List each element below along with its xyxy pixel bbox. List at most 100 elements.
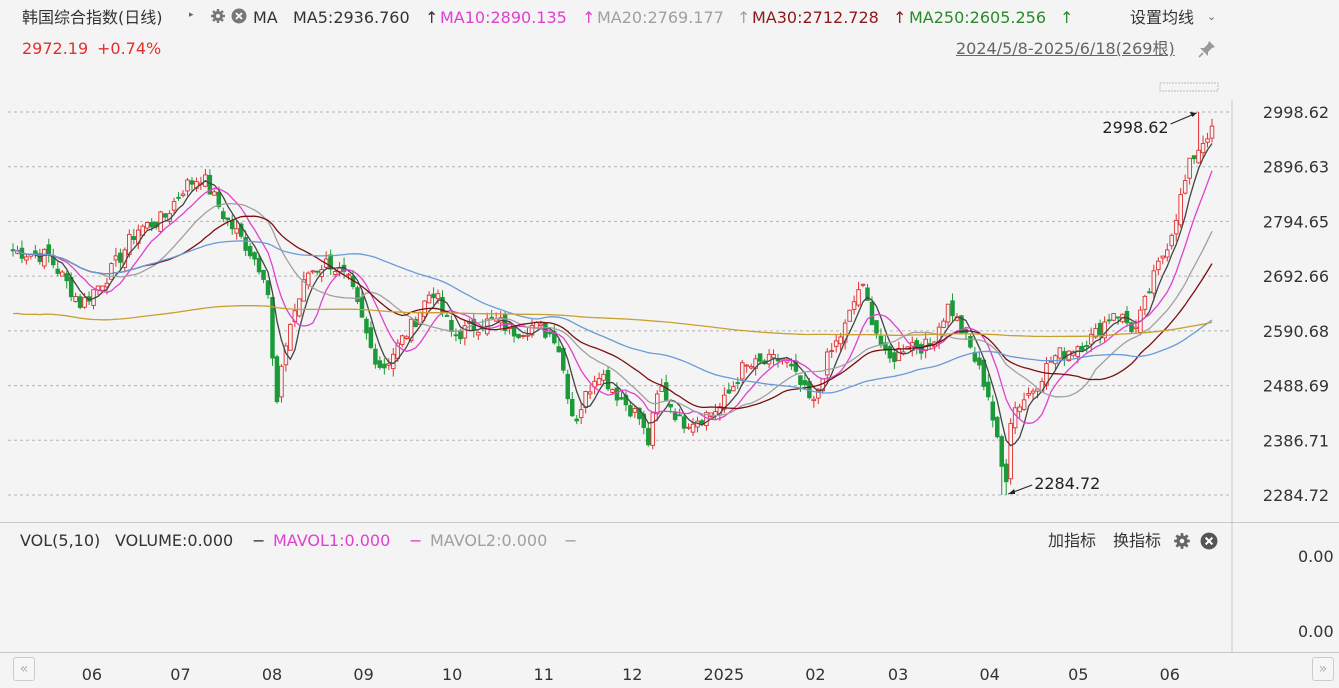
- candle-body: [377, 360, 383, 368]
- range-marker: [1159, 82, 1219, 92]
- candle-body: [247, 245, 253, 257]
- panel-divider: [0, 522, 1339, 523]
- x-tick-label: 06: [1160, 665, 1180, 684]
- close-icon[interactable]: [231, 8, 247, 28]
- candle-body: [596, 378, 602, 386]
- candle-body: [1026, 393, 1031, 396]
- candle-body: [771, 354, 776, 359]
- candle-body: [1169, 234, 1174, 247]
- candle-body: [565, 373, 571, 400]
- candle-body: [735, 382, 741, 384]
- candle-body: [252, 252, 257, 260]
- candle-body: [619, 397, 624, 400]
- switch-indicator-button[interactable]: 换指标: [1113, 531, 1162, 550]
- candle-body: [816, 388, 821, 399]
- candle-body: [1088, 333, 1094, 345]
- candle-body: [1156, 260, 1161, 271]
- candle-body: [328, 254, 333, 270]
- vol-axis-bottom: 0.00: [1298, 622, 1334, 641]
- candle-body: [77, 296, 83, 308]
- candle-body: [1205, 138, 1210, 143]
- ma-settings-button[interactable]: 设置均线: [1130, 8, 1195, 27]
- candle-body: [225, 217, 230, 221]
- candle-body: [64, 273, 69, 282]
- axis-divider: [0, 652, 1339, 653]
- y-tick-label: 2284.72: [1263, 486, 1329, 505]
- candle-body: [798, 375, 803, 385]
- candle-body: [587, 391, 593, 395]
- candle-body: [860, 283, 866, 286]
- chevron-down-icon[interactable]: ⌄: [1207, 10, 1217, 23]
- y-tick-label: 2998.62: [1263, 103, 1329, 122]
- candle-body: [520, 335, 526, 337]
- candle-body: [632, 408, 638, 413]
- candle-body: [382, 363, 387, 369]
- date-range[interactable]: 2024/5/8-2025/6/18(269根): [956, 39, 1175, 58]
- candle-body: [865, 287, 870, 301]
- candle-body: [959, 315, 964, 334]
- candle-body: [462, 325, 468, 339]
- candle-body: [1030, 390, 1036, 394]
- candle-body: [42, 248, 47, 267]
- candle-body: [113, 255, 119, 261]
- mavol2-dash: −: [564, 531, 578, 550]
- x-tick-label: 04: [979, 665, 999, 684]
- indicator-close-icon[interactable]: [1200, 532, 1218, 554]
- index-title: 韩国综合指数(日线): [22, 8, 163, 27]
- candle-body: [878, 335, 884, 346]
- candle-body: [59, 271, 65, 277]
- candle-body: [1147, 291, 1152, 294]
- candle-body: [185, 179, 190, 192]
- candle-body: [614, 387, 620, 401]
- candle-body: [556, 346, 562, 353]
- candle-body: [838, 336, 843, 345]
- candle-body: [1080, 345, 1085, 351]
- pin-icon[interactable]: [1198, 40, 1216, 62]
- candle-body: [1142, 295, 1148, 310]
- scroll-right-button[interactable]: »: [1312, 657, 1334, 681]
- candle-body: [605, 369, 611, 390]
- candle-body: [1053, 355, 1058, 365]
- scroll-left-button[interactable]: «: [13, 657, 35, 681]
- candle-body: [337, 267, 342, 272]
- candle-body: [444, 314, 450, 317]
- candle-body: [216, 191, 222, 208]
- expand-arrow-icon[interactable]: ▸: [189, 10, 194, 20]
- candle-body: [995, 416, 1000, 438]
- candle-body: [1160, 255, 1166, 259]
- candle-body: [789, 363, 794, 367]
- candle-body: [408, 318, 414, 342]
- candle-body: [176, 196, 181, 199]
- ma10-line: [12, 170, 1213, 424]
- ma10-value: MA10:2890.135: [440, 8, 567, 27]
- ma-label: MA: [253, 8, 278, 27]
- ma250-value: MA250:2605.256: [909, 8, 1047, 27]
- candle-body: [757, 353, 763, 362]
- ma30-line: [12, 215, 1213, 410]
- candle-body: [404, 336, 409, 339]
- candle-body: [945, 303, 951, 323]
- candle-body: [399, 335, 405, 345]
- y-tick-label: 2590.68: [1263, 322, 1329, 341]
- ma20-arrow: ↑: [737, 8, 751, 27]
- y-tick-label: 2896.63: [1263, 158, 1329, 177]
- gear-icon[interactable]: [210, 8, 226, 28]
- candle-body: [672, 411, 678, 421]
- candle-body: [426, 294, 432, 304]
- candle-body: [726, 389, 732, 394]
- ma60-line: [12, 240, 1213, 394]
- ma250-line: [12, 305, 1213, 338]
- candle-body: [744, 364, 749, 367]
- price-change: +0.74%: [97, 39, 162, 58]
- candle-body: [802, 380, 808, 386]
- candle-body: [1084, 345, 1089, 347]
- high-arrowhead: [1189, 112, 1197, 117]
- add-indicator-button[interactable]: 加指标: [1048, 531, 1097, 550]
- x-tick-label: 06: [82, 665, 102, 684]
- candle-body: [824, 351, 830, 376]
- candle-body: [413, 318, 418, 328]
- candle-body: [829, 350, 834, 353]
- candle-body: [833, 340, 839, 347]
- indicator-gear-icon[interactable]: [1173, 532, 1191, 554]
